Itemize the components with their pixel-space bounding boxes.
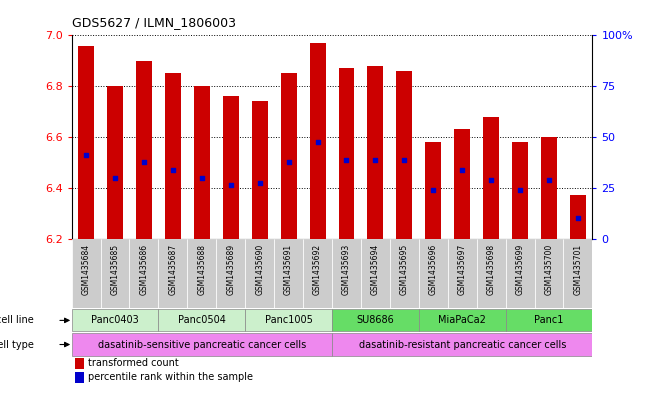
Bar [477, 239, 506, 309]
Bar [419, 239, 448, 309]
Text: GSM1435685: GSM1435685 [111, 244, 120, 295]
Bar [187, 239, 216, 309]
Point [283, 159, 294, 165]
Text: GSM1435698: GSM1435698 [487, 244, 495, 295]
Text: GSM1435687: GSM1435687 [169, 244, 177, 295]
Bar [564, 239, 592, 309]
Bar [130, 239, 158, 309]
Text: GSM1435692: GSM1435692 [313, 244, 322, 295]
Text: dasatinib-resistant pancreatic cancer cells: dasatinib-resistant pancreatic cancer ce… [359, 340, 566, 349]
Bar [252, 101, 268, 239]
Bar [72, 309, 158, 331]
Bar [396, 71, 412, 239]
Bar [165, 73, 181, 239]
Point [168, 167, 178, 173]
Text: GSM1435699: GSM1435699 [516, 244, 525, 295]
Bar [332, 333, 592, 356]
Bar [245, 309, 332, 331]
Text: GSM1435701: GSM1435701 [574, 244, 583, 295]
Bar [72, 239, 100, 309]
Point [197, 174, 207, 181]
Text: GSM1435694: GSM1435694 [371, 244, 380, 295]
Point [370, 157, 381, 163]
Point [139, 159, 149, 165]
Bar [534, 239, 564, 309]
Text: transformed count: transformed count [87, 358, 178, 368]
Text: GSM1435684: GSM1435684 [81, 244, 90, 295]
Bar [454, 129, 470, 239]
Bar [541, 137, 557, 239]
Text: GDS5627 / ILMN_1806003: GDS5627 / ILMN_1806003 [72, 17, 236, 29]
Bar [223, 96, 239, 239]
Bar [72, 333, 332, 356]
Point [399, 157, 409, 163]
Point [486, 177, 496, 183]
Text: cell type: cell type [0, 340, 34, 349]
Point [341, 157, 352, 163]
Text: GSM1435690: GSM1435690 [255, 244, 264, 295]
Bar [303, 239, 332, 309]
Bar [74, 358, 84, 369]
Text: Panc1: Panc1 [534, 316, 564, 325]
Bar [78, 46, 94, 239]
Bar [332, 239, 361, 309]
Text: GSM1435689: GSM1435689 [227, 244, 235, 295]
Text: GSM1435695: GSM1435695 [400, 244, 409, 295]
Bar [506, 309, 592, 331]
Text: GSM1435686: GSM1435686 [139, 244, 148, 295]
Bar [281, 73, 297, 239]
Text: Panc1005: Panc1005 [265, 316, 312, 325]
Point [81, 152, 91, 158]
Bar [107, 86, 123, 239]
Text: GSM1435697: GSM1435697 [458, 244, 467, 295]
Bar [310, 43, 326, 239]
Text: Panc0504: Panc0504 [178, 316, 226, 325]
Point [428, 187, 439, 193]
Bar [506, 239, 534, 309]
Point [573, 215, 583, 221]
Bar [390, 239, 419, 309]
Bar [136, 61, 152, 239]
Text: SU8686: SU8686 [357, 316, 395, 325]
Bar [361, 239, 390, 309]
Bar [339, 68, 354, 239]
Bar [158, 239, 187, 309]
Bar [367, 66, 383, 239]
Text: dasatinib-sensitive pancreatic cancer cells: dasatinib-sensitive pancreatic cancer ce… [98, 340, 306, 349]
Point [457, 167, 467, 173]
Bar [570, 195, 586, 239]
Text: GSM1435691: GSM1435691 [284, 244, 293, 295]
Point [515, 187, 525, 193]
Text: GSM1435696: GSM1435696 [429, 244, 437, 295]
Text: percentile rank within the sample: percentile rank within the sample [87, 373, 253, 382]
Bar [216, 239, 245, 309]
Bar [74, 372, 84, 383]
Point [225, 182, 236, 188]
Text: GSM1435688: GSM1435688 [197, 244, 206, 295]
Point [312, 139, 323, 145]
Text: cell line: cell line [0, 316, 34, 325]
Text: Panc0403: Panc0403 [91, 316, 139, 325]
Bar [448, 239, 477, 309]
Point [544, 177, 554, 183]
Bar [158, 309, 245, 331]
Bar [512, 142, 528, 239]
Text: GSM1435693: GSM1435693 [342, 244, 351, 295]
Bar [425, 142, 441, 239]
Bar [194, 86, 210, 239]
Point [255, 180, 265, 186]
Text: GSM1435700: GSM1435700 [544, 244, 553, 295]
Bar [419, 309, 506, 331]
Bar [274, 239, 303, 309]
Bar [245, 239, 274, 309]
Bar [332, 309, 419, 331]
Bar [100, 239, 130, 309]
Point [110, 174, 120, 181]
Bar [483, 117, 499, 239]
Text: MiaPaCa2: MiaPaCa2 [438, 316, 486, 325]
